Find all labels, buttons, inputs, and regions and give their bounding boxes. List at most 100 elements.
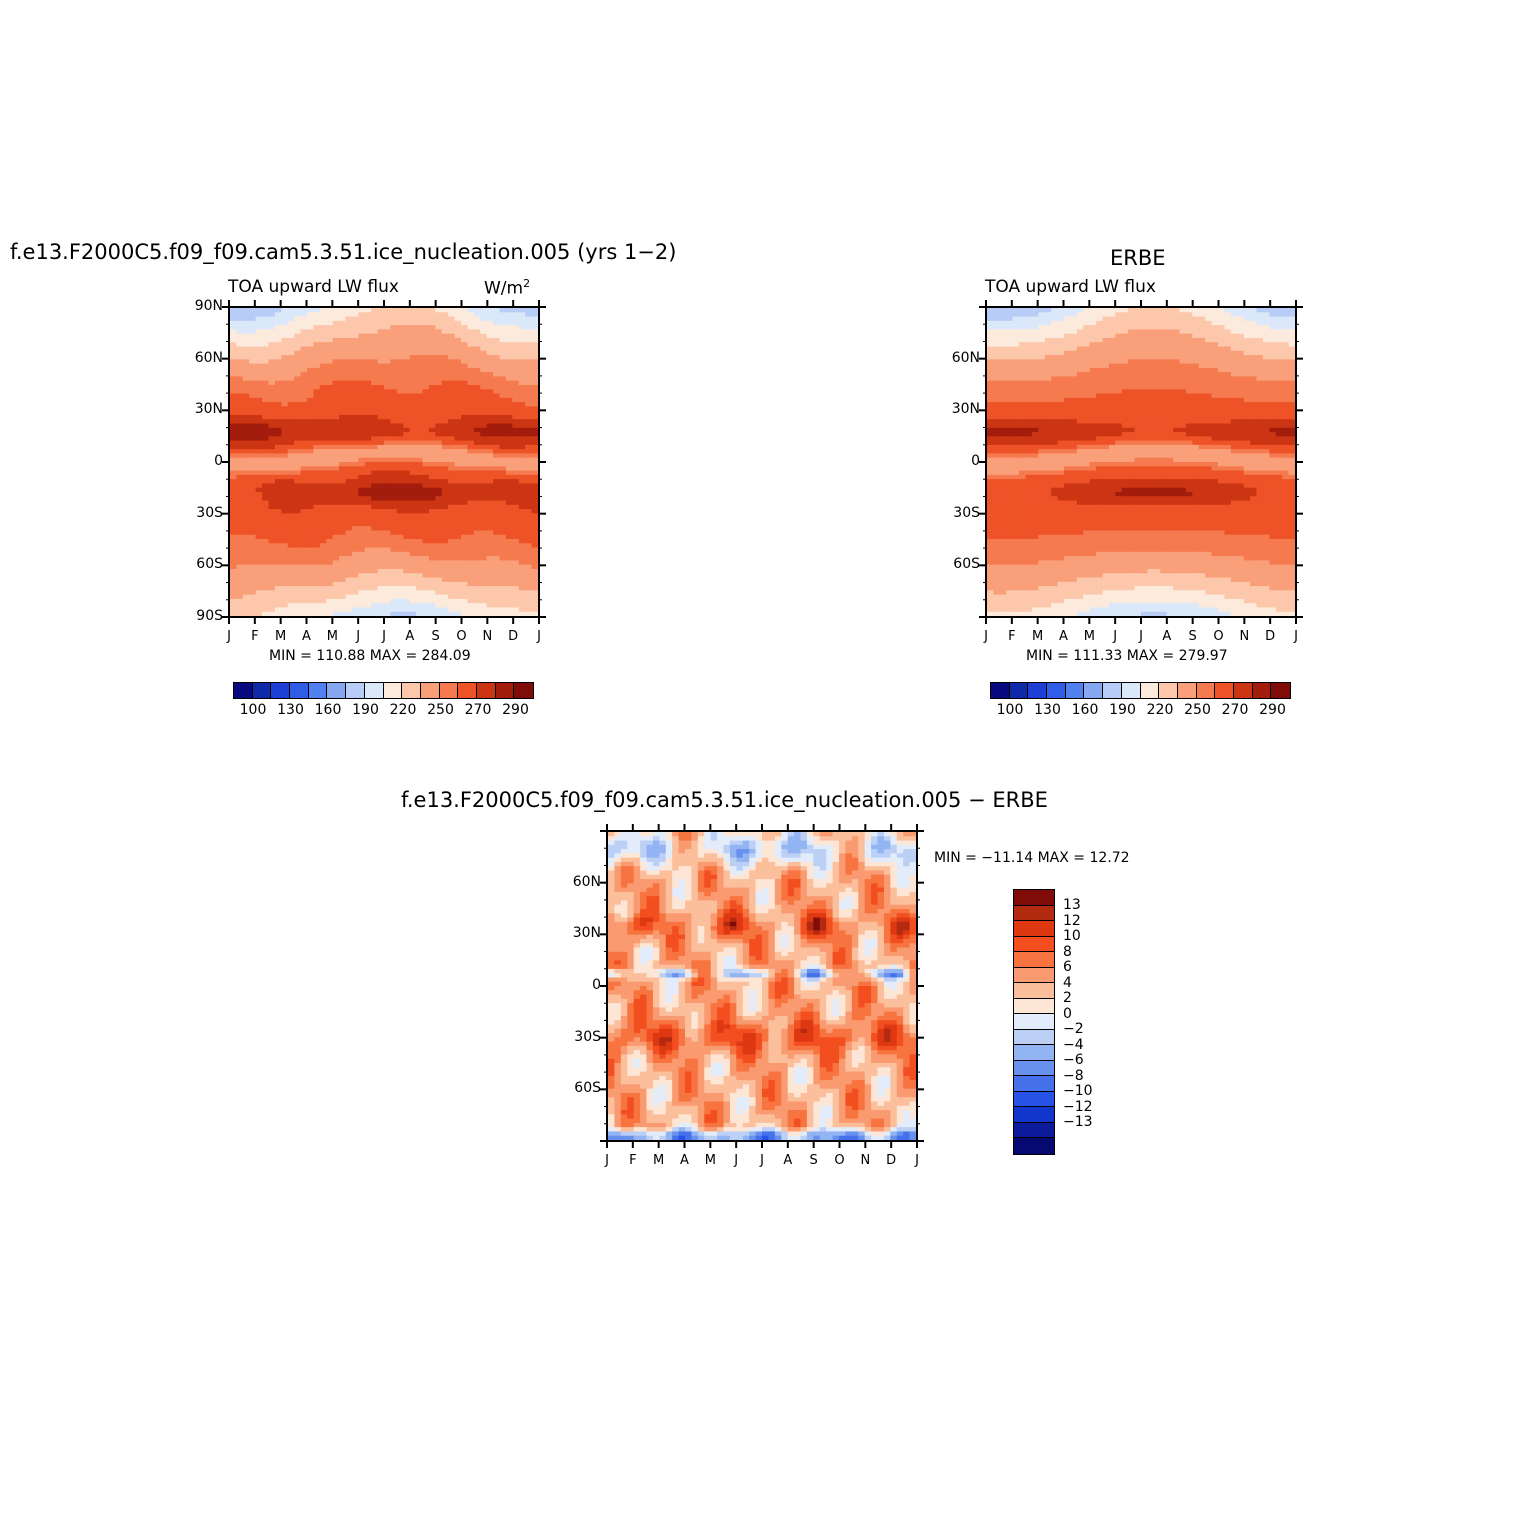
- field-cell: [480, 414, 488, 420]
- field-cell: [499, 487, 507, 493]
- field-cell: [249, 539, 257, 544]
- field-cell: [287, 325, 295, 330]
- field-cell: [461, 316, 469, 322]
- field-cell: [454, 380, 462, 386]
- field-cell: [987, 342, 995, 348]
- field-cell: [262, 590, 270, 596]
- field-cell: [448, 543, 456, 549]
- field-cell: [300, 607, 308, 613]
- field-cell: [319, 607, 327, 613]
- field-cell: [422, 474, 430, 480]
- field-cell: [1185, 367, 1193, 373]
- field-cell: [1076, 427, 1084, 433]
- field-cell: [467, 539, 475, 544]
- field-cell: [1076, 414, 1084, 420]
- field-cell: [499, 564, 507, 570]
- field-cell: [364, 509, 372, 514]
- field-cell: [518, 393, 526, 399]
- field-cell: [287, 350, 295, 356]
- field-cell: [428, 320, 436, 326]
- field-cell: [1083, 414, 1091, 420]
- field-cell: [525, 444, 533, 450]
- field-cell: [1031, 389, 1039, 395]
- field-cell: [242, 385, 250, 390]
- field-cell: [486, 598, 494, 604]
- field-cell: [473, 350, 481, 356]
- field-cell: [345, 568, 353, 574]
- field-cell: [1218, 363, 1226, 369]
- field-cell: [294, 449, 302, 455]
- field-cell: [249, 509, 257, 514]
- field-cell: [1096, 410, 1104, 416]
- field-cell: [1134, 329, 1142, 335]
- field-cell: [512, 385, 520, 390]
- field-cell: [416, 367, 424, 373]
- field-cell: [499, 581, 507, 587]
- field-cell: [268, 350, 276, 356]
- field-cell: [1070, 325, 1078, 330]
- field-cell: [358, 359, 366, 365]
- field-cell: [313, 419, 321, 425]
- field-cell: [499, 590, 507, 596]
- field-cell: [486, 547, 494, 553]
- field-cell: [1256, 329, 1264, 335]
- field-cell: [461, 346, 469, 352]
- field-cell: [1275, 355, 1283, 360]
- field-cell: [1051, 316, 1059, 322]
- field-cell: [1211, 376, 1219, 382]
- field-cell: [230, 367, 238, 373]
- field-cell: [1083, 337, 1091, 343]
- field-cell: [467, 346, 475, 352]
- field-cell: [486, 389, 494, 395]
- field-cell: [268, 440, 276, 446]
- field-cell: [1044, 410, 1052, 416]
- field-cell: [1044, 372, 1052, 378]
- field-cell: [371, 355, 379, 360]
- field-cell: [358, 564, 366, 570]
- field-cell: [236, 419, 244, 425]
- field-cell: [1288, 367, 1295, 373]
- field-cell: [467, 521, 475, 527]
- field-cell: [358, 607, 366, 613]
- field-cell: [332, 560, 340, 566]
- field-cell: [294, 440, 302, 446]
- field-cell: [384, 573, 392, 579]
- field-cell: [435, 355, 443, 360]
- field-cell: [268, 337, 276, 343]
- field-cell: [525, 568, 533, 574]
- field-cell: [435, 410, 443, 416]
- field-cell: [274, 594, 282, 600]
- field-cell: [1025, 350, 1033, 356]
- field-cell: [371, 333, 379, 339]
- field-cell: [467, 556, 475, 561]
- field-cell: [486, 517, 494, 523]
- field-cell: [473, 504, 481, 510]
- field-cell: [242, 547, 250, 553]
- field-cell: [461, 470, 469, 476]
- field-cell: [236, 308, 244, 313]
- field-cell: [454, 457, 462, 463]
- field-cell: [351, 385, 359, 390]
- field-cell: [441, 483, 449, 489]
- field-cell: [1121, 397, 1129, 403]
- field-cell: [486, 432, 494, 437]
- field-cell: [512, 470, 520, 476]
- field-cell: [384, 406, 392, 412]
- field-cell: [1096, 427, 1104, 433]
- field-cell: [351, 312, 359, 318]
- field-cell: [384, 590, 392, 596]
- field-cell: [499, 543, 507, 549]
- field-cell: [332, 367, 340, 373]
- field-cell: [461, 479, 469, 484]
- field-cell: [307, 581, 315, 587]
- field-cell: [294, 423, 302, 429]
- field-cell: [1096, 406, 1104, 412]
- field-cell: [1192, 376, 1200, 382]
- field-cell: [326, 457, 334, 463]
- field-cell: [358, 483, 366, 489]
- field-cell: [294, 432, 302, 437]
- field-cell: [531, 440, 538, 446]
- field-cell: [319, 337, 327, 343]
- field-cell: [390, 500, 398, 506]
- field-cell: [1173, 312, 1181, 318]
